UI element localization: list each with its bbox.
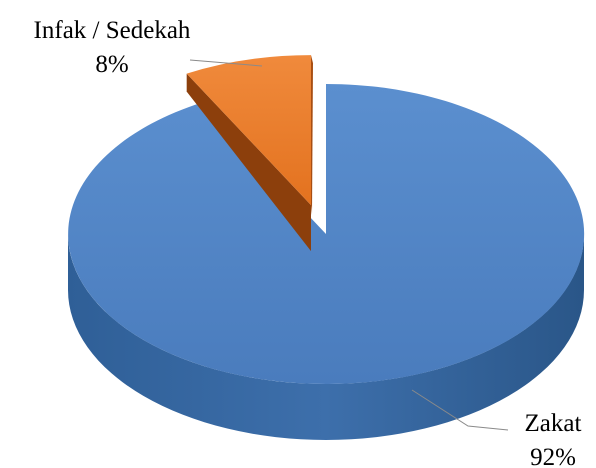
slice-zakat-side (68, 234, 584, 440)
data-label-infak-name: Infak / Sedekah (34, 17, 191, 44)
slice-zakat-top (68, 83, 585, 384)
data-label-infak-value: 8% (95, 51, 128, 78)
data-label-zakat-name: Zakat (525, 410, 582, 437)
leader-line-zakat (411, 389, 509, 431)
slice-infak-top (186, 55, 311, 206)
slice-infak-side (311, 55, 313, 216)
leader-line-infak (189, 59, 263, 67)
slice-infak-face (186, 73, 311, 252)
data-label-zakat-value: 92% (530, 444, 576, 468)
